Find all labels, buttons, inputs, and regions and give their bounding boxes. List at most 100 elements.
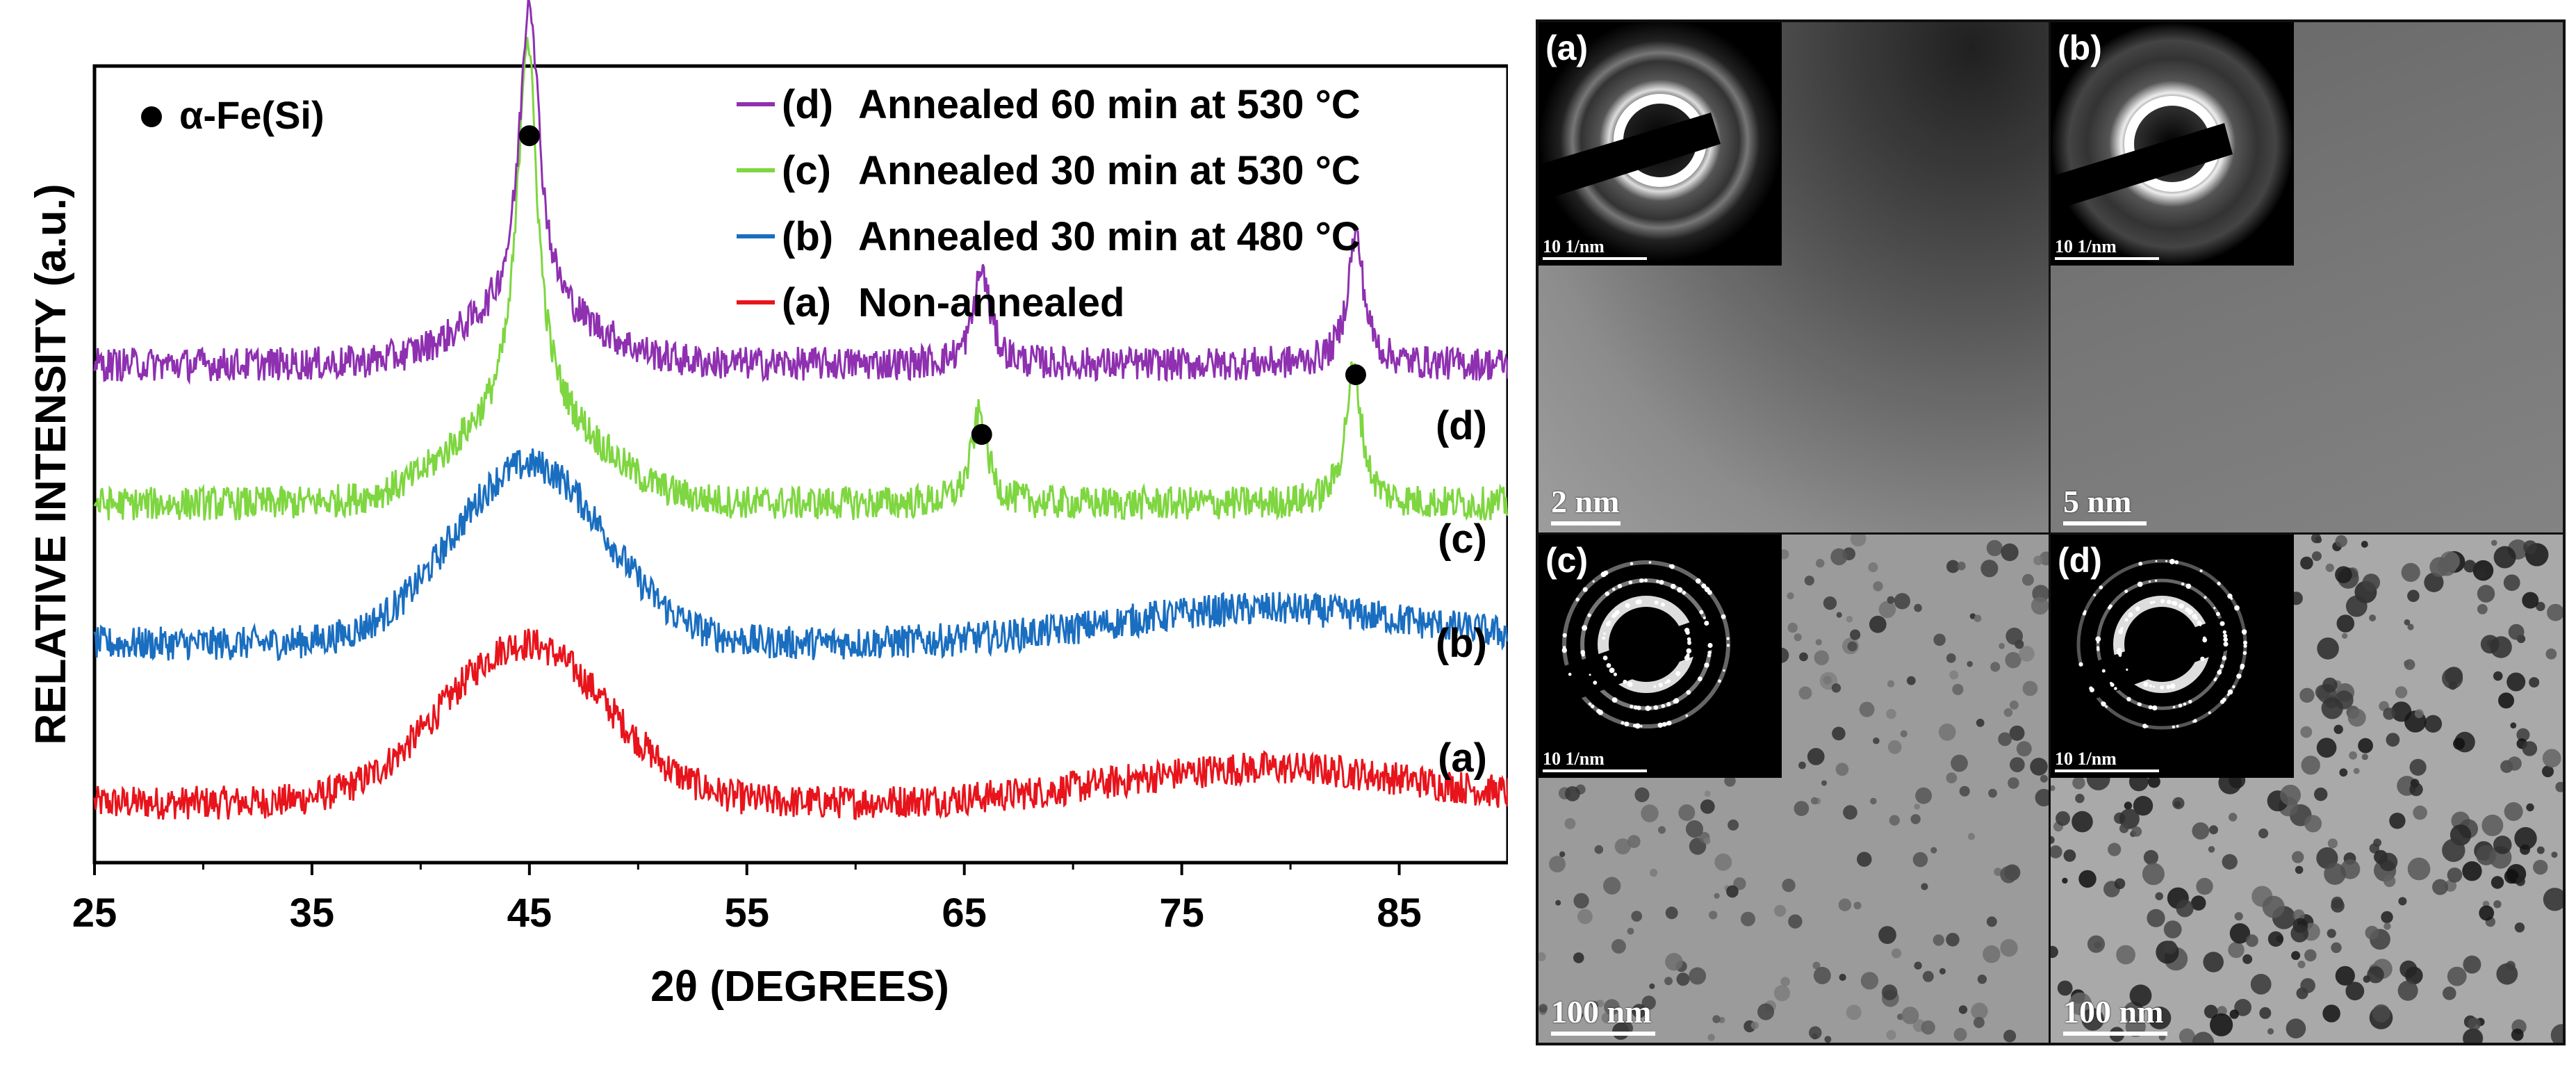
grain bbox=[2051, 785, 2056, 791]
saed-pattern-c bbox=[1539, 535, 1768, 767]
grain bbox=[2373, 838, 2381, 847]
grain bbox=[1914, 961, 1922, 970]
diffraction-spot bbox=[1630, 704, 1634, 709]
grain bbox=[1957, 562, 1966, 571]
grain bbox=[2384, 922, 2391, 930]
tem-label-d: (d) bbox=[2058, 541, 2102, 580]
x-tick-label-6: 85 bbox=[1377, 890, 1422, 936]
grain bbox=[1869, 615, 1887, 633]
diffraction-spot bbox=[1582, 587, 1588, 592]
grain bbox=[2463, 560, 2477, 573]
diffraction-spot bbox=[1707, 642, 1713, 649]
tem-label-c: (c) bbox=[1545, 541, 1589, 580]
legend-phase-dot bbox=[141, 106, 162, 127]
grain bbox=[2229, 1009, 2239, 1019]
grain bbox=[2447, 966, 2467, 986]
grain bbox=[2242, 954, 2253, 964]
tem-scale-text-b: 5 nm bbox=[2063, 484, 2132, 519]
curve-label-b: (b) bbox=[1436, 621, 1487, 666]
grain bbox=[2087, 935, 2106, 953]
grain bbox=[2116, 945, 2135, 965]
diffraction-spot bbox=[2105, 705, 2108, 708]
diffraction-spot bbox=[2185, 607, 2190, 612]
grain bbox=[2437, 556, 2457, 576]
grain bbox=[1949, 670, 1959, 680]
grain bbox=[1946, 653, 1956, 663]
grain bbox=[2493, 546, 2516, 569]
x-tick-label-3: 55 bbox=[725, 890, 770, 936]
grain bbox=[1641, 804, 1659, 822]
grain bbox=[1971, 1002, 1988, 1020]
grain bbox=[2383, 708, 2395, 720]
diffraction-spot bbox=[2149, 684, 2152, 687]
diffraction-spot bbox=[2144, 683, 2147, 686]
inset-scale-text-d: 10 1/nm bbox=[2055, 749, 2117, 769]
grain bbox=[2192, 1032, 2215, 1043]
grain bbox=[2491, 539, 2497, 546]
diffraction-spot bbox=[2101, 701, 2106, 707]
grain bbox=[2510, 722, 2517, 728]
diffraction-spot bbox=[1613, 672, 1617, 676]
diffraction-spot bbox=[2160, 598, 2165, 604]
grain bbox=[1914, 603, 1922, 612]
grain bbox=[2229, 923, 2251, 944]
grain bbox=[1910, 814, 1921, 824]
inset-scale-text-b: 10 1/nm bbox=[2055, 236, 2117, 256]
grain bbox=[1714, 853, 1732, 871]
grain bbox=[2299, 687, 2315, 703]
diffraction-spot bbox=[1645, 706, 1651, 711]
saed-pattern-a bbox=[1539, 22, 1782, 262]
series-line-c bbox=[93, 37, 1508, 521]
grain bbox=[1830, 548, 1848, 566]
grain bbox=[1980, 560, 1999, 578]
grain bbox=[1726, 885, 1739, 898]
diffraction-spot bbox=[2093, 594, 2097, 596]
grain bbox=[2204, 1004, 2218, 1019]
grain bbox=[2062, 877, 2068, 884]
grain bbox=[2349, 751, 2357, 760]
series-line-d bbox=[93, 0, 1508, 385]
grain bbox=[1627, 835, 1641, 848]
grain bbox=[1603, 877, 1621, 895]
grain bbox=[1685, 820, 1704, 838]
grain bbox=[1873, 581, 1883, 592]
grain bbox=[1959, 785, 1970, 797]
grain bbox=[2056, 811, 2070, 826]
grain bbox=[1657, 826, 1666, 834]
grain bbox=[2386, 733, 2400, 747]
grain bbox=[2424, 572, 2444, 592]
grain bbox=[2009, 725, 2025, 741]
grain bbox=[1878, 601, 1896, 619]
diffraction-spot bbox=[2126, 697, 2131, 701]
diffraction-spot bbox=[1682, 591, 1687, 595]
diffraction-spot bbox=[1602, 636, 1605, 640]
grain bbox=[1794, 801, 1810, 816]
diffraction-spot bbox=[2138, 562, 2143, 566]
grain bbox=[2000, 865, 2017, 883]
diffraction-spot bbox=[2208, 711, 2211, 715]
grain bbox=[1938, 723, 1956, 741]
xrd-chart: 25 35 45 55 65 75 85 (a) (b) (c) (d) α-Fe(Si) (d)… bbox=[27, 0, 1508, 1011]
grain bbox=[2267, 931, 2283, 947]
grain bbox=[2335, 966, 2355, 986]
grain bbox=[2333, 724, 2343, 734]
grain bbox=[1986, 539, 2003, 557]
x-tick-label-4: 65 bbox=[942, 890, 987, 936]
diffraction-spot bbox=[1606, 663, 1611, 668]
grain bbox=[1794, 633, 1802, 642]
grain bbox=[1933, 633, 1946, 646]
diffraction-spot bbox=[1628, 580, 1633, 585]
grain bbox=[1887, 740, 1902, 754]
grain bbox=[2331, 896, 2343, 909]
grain bbox=[2543, 888, 2563, 911]
grain bbox=[2516, 877, 2525, 886]
inset-scale-b: 10 1/nm bbox=[2055, 236, 2159, 260]
inset-scale-bar-d bbox=[2055, 769, 2159, 772]
grain bbox=[1832, 726, 1846, 741]
grain bbox=[1810, 797, 1819, 805]
tem-scale-d: 100 nm bbox=[2063, 993, 2167, 1036]
grain bbox=[1912, 852, 1928, 868]
grain bbox=[1850, 535, 1867, 547]
diffraction-spot bbox=[1609, 667, 1615, 674]
diffraction-spot bbox=[2222, 630, 2226, 635]
